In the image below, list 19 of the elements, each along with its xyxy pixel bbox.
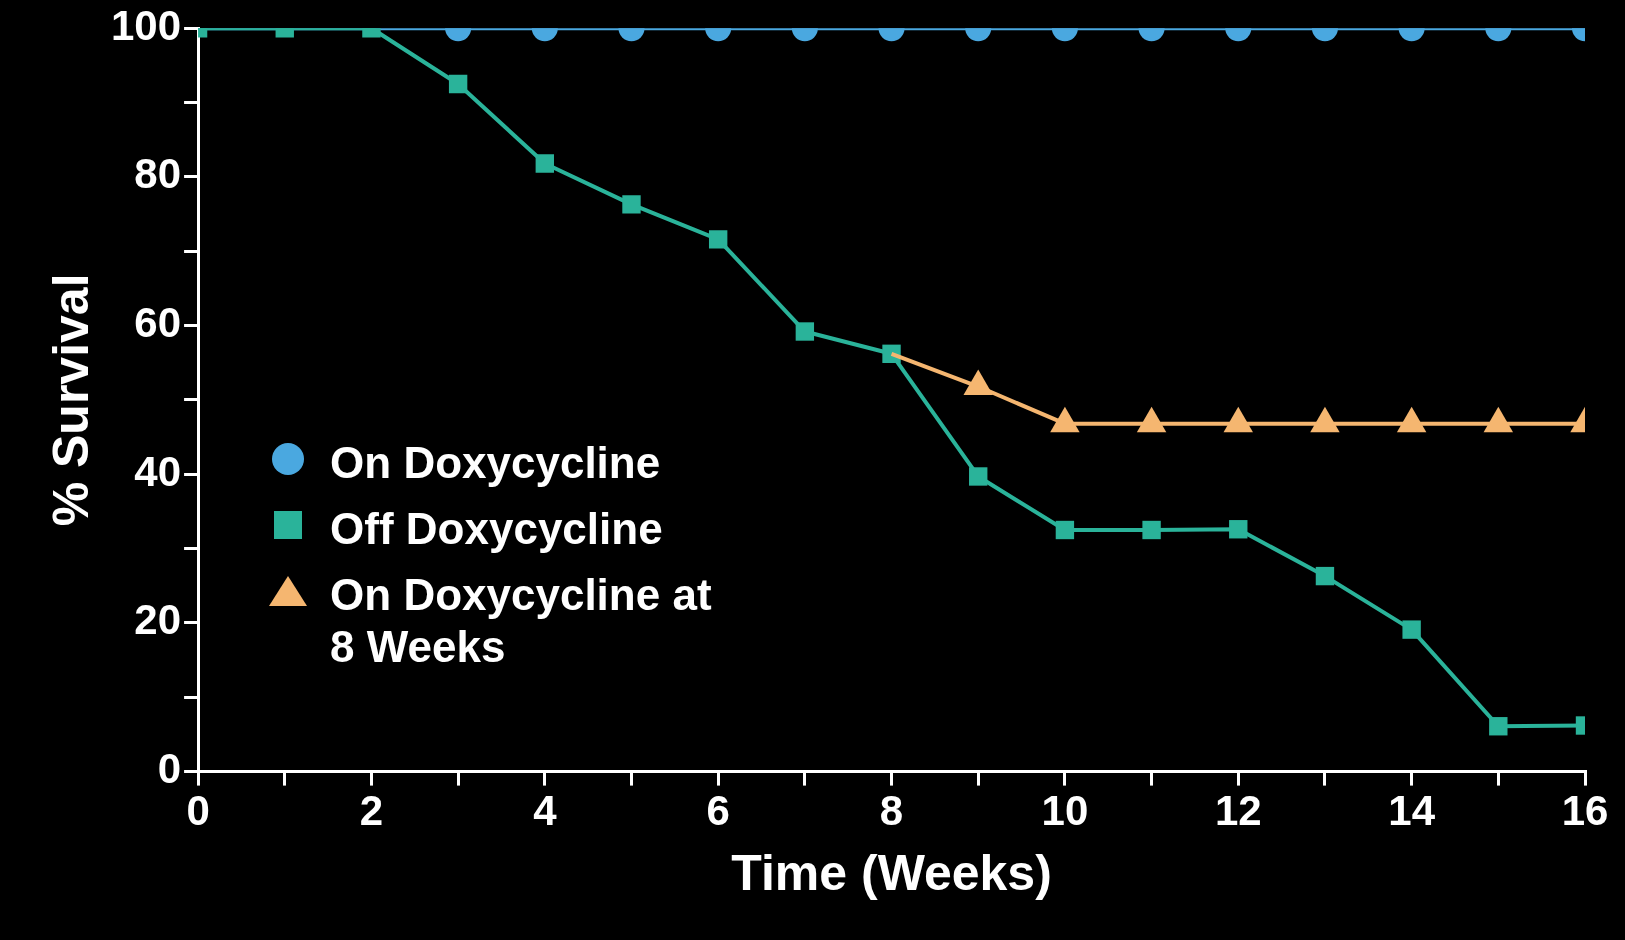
x-axis-title: Time (Weeks) bbox=[731, 844, 1052, 901]
y-tick-label: 100 bbox=[111, 1, 182, 49]
legend-label: Off Doxycycline bbox=[330, 503, 663, 556]
y-tick-label: 40 bbox=[134, 447, 182, 495]
x-tick-label: 8 bbox=[879, 787, 904, 835]
y-axis-title: % Survival bbox=[42, 273, 99, 527]
x-tick-label: 2 bbox=[359, 787, 384, 835]
legend-label: On Doxycycline at 8 Weeks bbox=[330, 569, 713, 674]
y-tick-label: 20 bbox=[134, 596, 182, 644]
x-tick-label: 14 bbox=[1388, 787, 1436, 835]
legend-label: On Doxycycline bbox=[330, 437, 661, 490]
x-tick-label: 12 bbox=[1214, 787, 1262, 835]
x-tick-label: 10 bbox=[1041, 787, 1089, 835]
y-tick-label: 80 bbox=[134, 150, 182, 198]
x-tick-label: 6 bbox=[706, 787, 730, 835]
y-tick-label: 60 bbox=[134, 299, 182, 347]
y-tick-label: 0 bbox=[157, 745, 182, 793]
x-tick-label: 4 bbox=[533, 787, 558, 835]
x-tick-label: 16 bbox=[1561, 787, 1609, 835]
